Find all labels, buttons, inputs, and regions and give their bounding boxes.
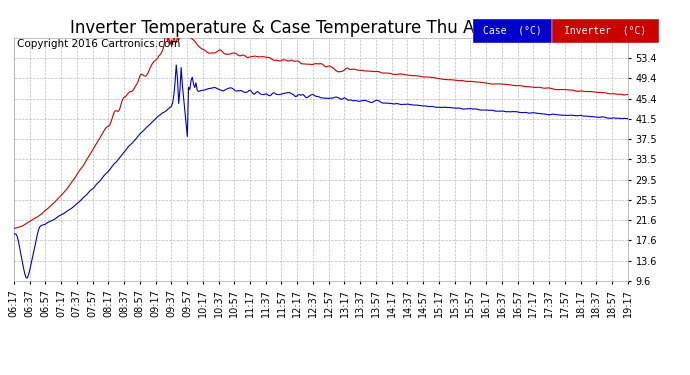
- Text: Inverter  (°C): Inverter (°C): [564, 26, 647, 36]
- Title: Inverter Temperature & Case Temperature Thu Apr 28 19:31: Inverter Temperature & Case Temperature …: [70, 20, 571, 38]
- Text: Copyright 2016 Cartronics.com: Copyright 2016 Cartronics.com: [17, 39, 181, 49]
- Text: Case  (°C): Case (°C): [482, 26, 542, 36]
